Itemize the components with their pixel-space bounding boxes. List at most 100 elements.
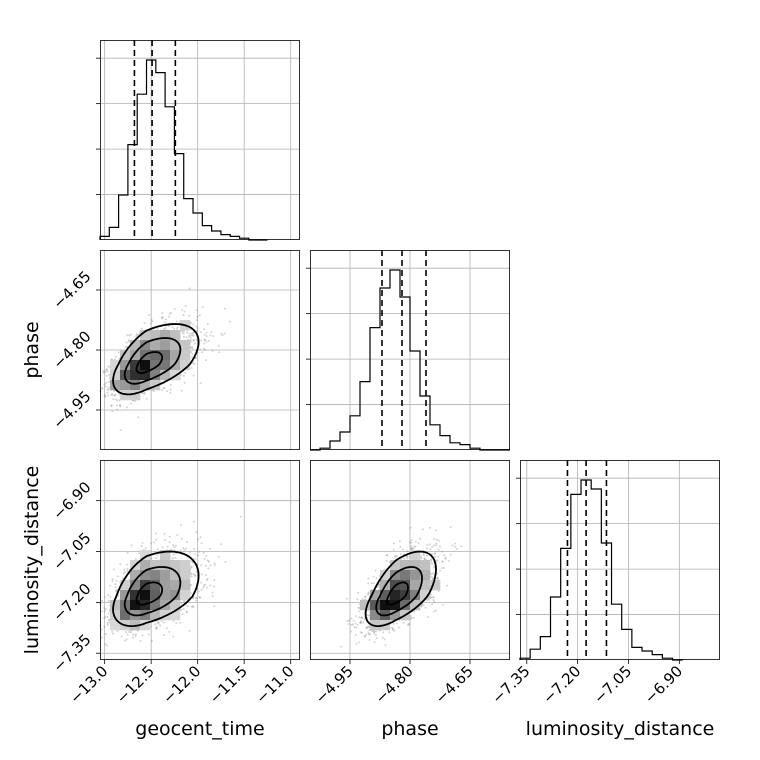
scatter-point xyxy=(106,621,109,624)
scatter-point xyxy=(136,333,139,336)
scatter-point xyxy=(155,532,158,535)
scatter-point xyxy=(103,625,106,628)
scatter-point xyxy=(111,630,114,633)
scatter-point xyxy=(403,557,406,560)
scatter-point xyxy=(106,368,109,371)
scatter-point xyxy=(111,578,114,581)
density-cell xyxy=(130,340,141,351)
scatter-point xyxy=(107,365,110,368)
density-cell xyxy=(150,580,161,591)
scatter-point xyxy=(192,374,195,377)
scatter-point xyxy=(104,632,107,635)
scatter-point xyxy=(437,539,440,542)
scatter-point xyxy=(106,370,109,373)
scatter-point xyxy=(200,564,203,567)
scatter-point xyxy=(147,313,150,316)
scatter-point xyxy=(183,600,186,603)
scatter-point xyxy=(213,585,216,588)
scatter-point xyxy=(176,534,179,537)
scatter-point xyxy=(106,391,109,394)
scatter-point xyxy=(188,287,191,290)
scatter-point xyxy=(143,391,146,394)
scatter-point xyxy=(116,399,119,402)
scatter-point xyxy=(185,610,188,613)
scatter-point xyxy=(213,605,216,608)
scatter-point xyxy=(126,551,129,554)
scatter-point xyxy=(455,547,458,550)
scatter-point xyxy=(175,320,178,323)
scatter-point xyxy=(196,319,199,322)
density-cell xyxy=(140,330,151,341)
scatter-point xyxy=(212,335,215,338)
density-cell xyxy=(160,330,171,341)
density-cell xyxy=(120,380,131,391)
scatter-point xyxy=(412,616,415,619)
scatter-point xyxy=(185,547,188,550)
scatter-point xyxy=(100,628,103,631)
scatter-point xyxy=(182,332,185,335)
scatter-point xyxy=(168,540,171,543)
scatter-point xyxy=(355,626,358,629)
scatter-point xyxy=(155,627,158,630)
scatter-point xyxy=(104,370,107,373)
scatter-point xyxy=(188,332,191,335)
density-cell xyxy=(120,610,131,621)
scatter-point xyxy=(159,624,162,627)
scatter-point xyxy=(428,526,431,529)
scatter-point xyxy=(194,558,197,561)
scatter-point xyxy=(110,404,113,407)
density-cell xyxy=(170,350,181,361)
scatter-point xyxy=(188,314,191,317)
scatter-point xyxy=(173,307,176,310)
scatter-point xyxy=(126,334,129,337)
scatter-point xyxy=(125,341,128,344)
contour-level-3 xyxy=(112,323,200,396)
density-cell xyxy=(150,340,161,351)
scatter-point xyxy=(139,640,142,643)
density-cell xyxy=(140,340,151,351)
scatter-point xyxy=(114,394,117,397)
scatter-point xyxy=(192,334,195,337)
scatter-point xyxy=(189,336,192,339)
scatter-point xyxy=(107,381,110,384)
scatter-point xyxy=(104,385,107,388)
scatter-point xyxy=(137,416,140,419)
scatter-point xyxy=(397,626,400,629)
scatter-point xyxy=(191,353,194,356)
scatter-point xyxy=(195,338,198,341)
scatter-point xyxy=(392,542,395,545)
scatter-point xyxy=(176,326,179,329)
scatter-point xyxy=(421,528,424,531)
scatter-point xyxy=(190,351,193,354)
scatter-point xyxy=(211,591,214,594)
scatter-point xyxy=(194,599,197,602)
scatter-point xyxy=(115,579,118,582)
scatter-point xyxy=(123,639,126,642)
density-cell xyxy=(140,380,151,391)
scatter-point xyxy=(192,573,195,576)
scatter-point xyxy=(156,328,159,331)
scatter-point xyxy=(196,327,199,330)
scatter-point xyxy=(112,389,115,392)
scatter-point xyxy=(224,561,227,564)
scatter-point xyxy=(213,579,216,582)
scatter-point xyxy=(117,595,120,598)
scatter-point xyxy=(220,332,223,335)
scatter-point xyxy=(191,346,194,349)
scatter-point xyxy=(179,524,182,527)
scatter-point xyxy=(114,398,117,401)
scatter-point xyxy=(228,320,231,323)
scatter-point xyxy=(190,575,193,578)
scatter-point xyxy=(191,362,194,365)
scatter-point xyxy=(172,544,175,547)
scatter-point xyxy=(200,581,203,584)
scatter-point xyxy=(202,584,205,587)
scatter-point xyxy=(119,404,122,407)
scatter-point xyxy=(157,621,160,624)
scatter-point xyxy=(123,568,126,571)
scatter-point xyxy=(213,562,216,565)
scatter-point xyxy=(205,331,208,334)
scatter-point xyxy=(108,618,111,621)
scatter-point xyxy=(206,559,209,562)
scatter-point xyxy=(204,564,207,567)
